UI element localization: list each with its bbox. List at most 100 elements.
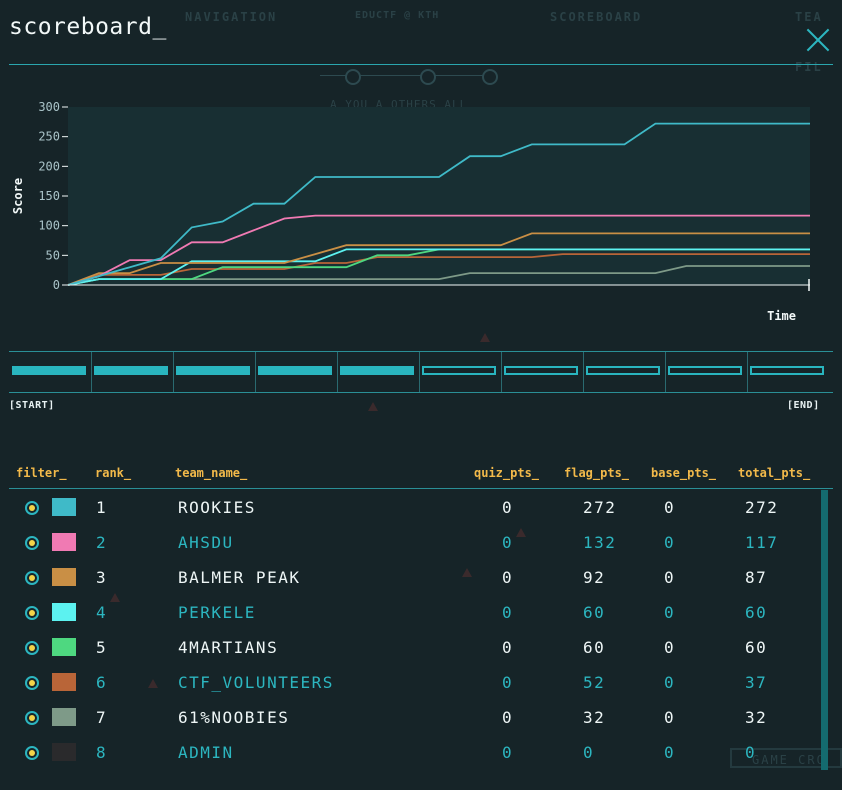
timeline-end-label: [END] [787, 400, 820, 411]
timeline-segment[interactable] [422, 366, 496, 375]
bg-scoreboard-label: SCOREBOARD [550, 10, 643, 24]
team-name-cell[interactable]: AHSDU [178, 533, 234, 552]
series-line [67, 122, 810, 286]
flag-pts-cell: 60 [583, 603, 606, 622]
timeline-segment[interactable] [586, 366, 660, 375]
bg-marker-icon [462, 568, 472, 577]
column-header-rank[interactable]: rank_ [95, 466, 132, 480]
base-pts-cell: 0 [664, 498, 676, 517]
table-row[interactable]: 4 PERKELE 0 60 0 60 [0, 595, 820, 630]
filter-radio[interactable] [25, 501, 39, 515]
bg-slider [320, 75, 490, 76]
bg-navigation-label: NAVIGATION [185, 10, 278, 24]
timeline-segment[interactable] [504, 366, 578, 375]
bg-filter-label: FIL [795, 60, 823, 74]
close-icon[interactable] [806, 28, 830, 52]
rank-cell: 6 [96, 673, 108, 692]
total-pts-cell: 60 [745, 638, 768, 657]
total-pts-cell: 117 [745, 533, 779, 552]
rank-cell: 4 [96, 603, 108, 622]
timeline-segment[interactable] [258, 366, 332, 375]
table-row[interactable]: 1 ROOKIES 0 272 0 272 [0, 490, 820, 525]
timeline-segment[interactable] [94, 366, 168, 375]
total-pts-cell: 272 [745, 498, 779, 517]
team-color-swatch[interactable] [52, 603, 76, 621]
timeline-divider [173, 352, 174, 392]
total-pts-cell: 32 [745, 708, 768, 727]
team-color-swatch[interactable] [52, 673, 76, 691]
team-color-swatch[interactable] [52, 708, 76, 726]
bg-team-label: TEA [795, 10, 823, 24]
rank-cell: 2 [96, 533, 108, 552]
team-color-swatch[interactable] [52, 568, 76, 586]
bg-slider-knob [345, 69, 361, 85]
timeline-divider [419, 352, 420, 392]
column-header-base-pts[interactable]: base_pts_ [651, 466, 717, 480]
team-name-cell[interactable]: CTF_VOLUNTEERS [178, 673, 334, 692]
column-header-quiz-pts[interactable]: quiz_pts_ [474, 466, 540, 480]
table-header-divider [9, 488, 833, 489]
quiz-pts-cell: 0 [502, 533, 514, 552]
team-color-swatch[interactable] [52, 498, 76, 516]
plot-area [68, 107, 810, 285]
flag-pts-cell: 60 [583, 638, 606, 657]
series-line [67, 214, 810, 286]
table-row[interactable]: 8 ADMIN 0 0 0 0 [0, 735, 820, 770]
timeline-segment[interactable] [176, 366, 250, 375]
rank-cell: 3 [96, 568, 108, 587]
rank-cell: 7 [96, 708, 108, 727]
y-tick-label: 300 [38, 100, 60, 114]
filter-radio[interactable] [25, 746, 39, 760]
timeline-start-label: [START] [9, 400, 55, 411]
team-color-swatch[interactable] [52, 638, 76, 656]
team-name-cell[interactable]: 61%NOOBIES [178, 708, 290, 727]
filter-radio[interactable] [25, 676, 39, 690]
base-pts-cell: 0 [664, 533, 676, 552]
base-pts-cell: 0 [664, 743, 676, 762]
table-row[interactable]: 6 CTF_VOLUNTEERS 0 52 0 37 [0, 665, 820, 700]
table-row[interactable]: 2 AHSDU 0 132 0 117 [0, 525, 820, 560]
team-name-cell[interactable]: PERKELE [178, 603, 256, 622]
quiz-pts-cell: 0 [502, 708, 514, 727]
table-row[interactable]: 5 4MARTIANS 0 60 0 60 [0, 630, 820, 665]
bg-marker-icon [480, 333, 490, 342]
filter-radio[interactable] [25, 711, 39, 725]
team-name-cell[interactable]: BALMER PEAK [178, 568, 301, 587]
rank-cell: 5 [96, 638, 108, 657]
quiz-pts-cell: 0 [502, 498, 514, 517]
y-tick-label: 200 [38, 159, 60, 173]
filter-radio[interactable] [25, 606, 39, 620]
filter-radio[interactable] [25, 641, 39, 655]
table-row[interactable]: 3 BALMER PEAK 0 92 0 87 [0, 560, 820, 595]
team-name-cell[interactable]: 4MARTIANS [178, 638, 279, 657]
column-header-total-pts[interactable]: total_pts_ [738, 466, 811, 480]
timeline-top-rule [9, 351, 833, 352]
y-tick-label: 100 [38, 219, 60, 233]
team-name-cell[interactable]: ADMIN [178, 743, 234, 762]
title-divider [9, 64, 833, 65]
timeline-segment[interactable] [750, 366, 824, 375]
team-color-swatch[interactable] [52, 743, 76, 761]
filter-radio[interactable] [25, 536, 39, 550]
y-tick-label: 50 [46, 248, 60, 262]
filter-radio[interactable] [25, 571, 39, 585]
flag-pts-cell: 92 [583, 568, 606, 587]
series-line [67, 248, 810, 286]
timeline-segment[interactable] [668, 366, 742, 375]
column-header-filter[interactable]: filter_ [16, 466, 67, 480]
column-header-flag-pts[interactable]: flag_pts_ [564, 466, 630, 480]
timeline-segment[interactable] [340, 366, 414, 375]
team-color-swatch[interactable] [52, 533, 76, 551]
column-header-team-name[interactable]: team_name_ [175, 466, 248, 480]
base-pts-cell: 0 [664, 638, 676, 657]
base-pts-cell: 0 [664, 603, 676, 622]
table-row[interactable]: 7 61%NOOBIES 0 32 0 32 [0, 700, 820, 735]
timeline-segment[interactable] [12, 366, 86, 375]
y-axis-label: Score [11, 178, 25, 214]
bg-slider-knob [482, 69, 498, 85]
bg-slider-knob [420, 69, 436, 85]
timeline-bottom-rule [9, 392, 833, 393]
team-name-cell[interactable]: ROOKIES [178, 498, 256, 517]
rank-cell: 1 [96, 498, 108, 517]
scrollbar[interactable] [821, 490, 828, 770]
